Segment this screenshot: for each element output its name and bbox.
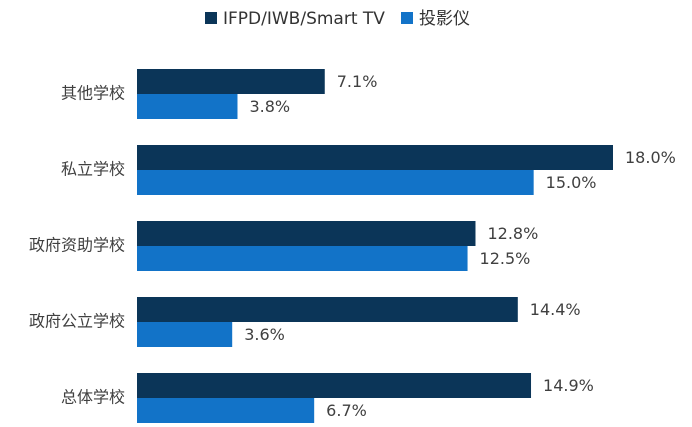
legend-swatch	[205, 12, 217, 24]
bar	[137, 145, 613, 170]
category-label: 总体学校	[61, 388, 125, 407]
legend-label: 投影仪	[419, 9, 470, 29]
value-label: 12.5%	[480, 249, 531, 268]
value-label: 15.0%	[546, 173, 597, 192]
bar	[137, 221, 476, 246]
bar	[137, 373, 532, 398]
bar	[137, 170, 534, 195]
bar	[137, 94, 238, 119]
value-label: 14.4%	[530, 300, 581, 319]
bar	[137, 398, 315, 423]
bar	[137, 69, 325, 94]
value-label: 12.8%	[487, 224, 538, 243]
category-label: 政府资助学校	[29, 236, 125, 255]
value-label: 6.7%	[326, 401, 367, 420]
value-label: 14.9%	[543, 376, 594, 395]
category-label: 政府公立学校	[29, 312, 125, 331]
bar	[137, 246, 468, 271]
bar	[137, 297, 518, 322]
bar	[137, 322, 233, 347]
category-label: 私立学校	[61, 160, 125, 179]
value-label: 7.1%	[337, 72, 378, 91]
legend-label: IFPD/IWB/Smart TV	[223, 9, 385, 29]
value-label: 18.0%	[625, 148, 676, 167]
value-label: 3.6%	[244, 325, 285, 344]
legend-swatch	[401, 12, 413, 24]
value-label: 3.8%	[249, 97, 290, 116]
category-label: 其他学校	[61, 84, 125, 103]
